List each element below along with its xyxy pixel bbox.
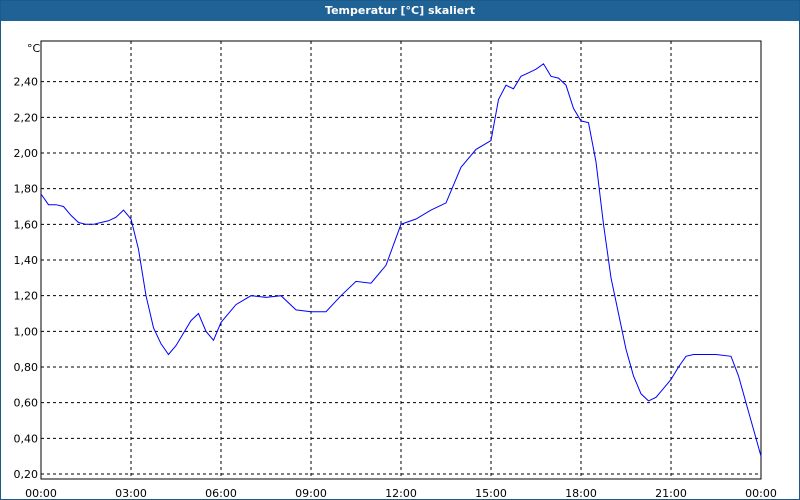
window-title: Temperatur [°C] skaliert <box>1 1 799 21</box>
grid-lines <box>41 41 761 479</box>
y-tick-label: 1,20 <box>14 290 39 303</box>
y-tick-label: 0,40 <box>14 432 39 445</box>
x-tick-time-label: 00:00 <box>25 487 57 499</box>
y-tick-label: 0,60 <box>14 397 39 410</box>
y-tick-label: 1,80 <box>14 183 39 196</box>
y-tick-label: 2,20 <box>14 111 39 124</box>
x-axis-ticks: 00:0015.02.1603:0015.02.1606:0015.02.160… <box>25 487 777 499</box>
x-tick-time-label: 03:00 <box>115 487 147 499</box>
y-tick-label: 0,20 <box>14 468 39 481</box>
x-tick-time-label: 09:00 <box>295 487 327 499</box>
x-tick-time-label: 15:00 <box>475 487 507 499</box>
temperature-line-chart: °C 0,20 0,40 0,60 0,80 1,00 1,20 1,40 1,60 1,80 2… <box>14 40 777 499</box>
series-layer <box>40 63 762 457</box>
x-tick-time-label: 21:00 <box>655 487 687 499</box>
y-tick-label: 2,00 <box>14 147 39 160</box>
y-tick-label: 1,40 <box>14 254 39 267</box>
y-tick-label: 0,80 <box>14 361 39 374</box>
temperature-series-line <box>40 63 762 457</box>
x-tick-time-label: 06:00 <box>205 487 237 499</box>
y-tick-label: 1,60 <box>14 218 39 231</box>
x-tick-time-label: 18:00 <box>565 487 597 499</box>
x-tick-time-label: 00:00 <box>745 487 777 499</box>
y-axis-unit-label: °C <box>27 42 41 55</box>
y-axis-ticks: 0,20 0,40 0,60 0,80 1,00 1,20 1,40 1,60 1,80 2,00… <box>14 76 39 481</box>
y-tick-label: 1,00 <box>14 325 39 338</box>
y-tick-label: 2,40 <box>14 76 39 89</box>
x-tick-time-label: 12:00 <box>385 487 417 499</box>
